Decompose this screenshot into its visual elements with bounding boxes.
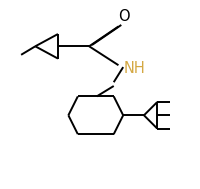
Text: NH: NH [123,60,145,76]
Text: O: O [117,9,129,24]
